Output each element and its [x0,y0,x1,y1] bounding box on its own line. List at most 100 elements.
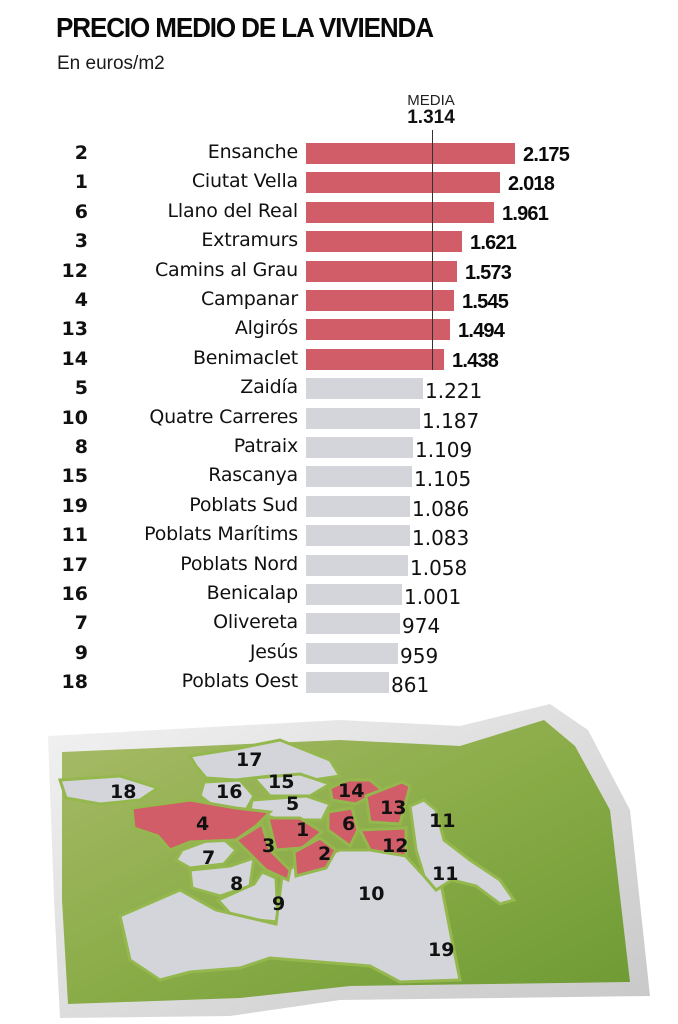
bar-row: 1 Ciutat Vella 2.018 [0,170,678,199]
price-bar [306,290,454,311]
district-2 [292,836,338,878]
price-value: 1.105 [414,467,472,492]
price-value: 1.083 [412,526,470,551]
district-number: 1 [74,171,88,194]
district-1 [266,816,325,852]
price-bar [306,260,457,282]
chart-title: PRECIO MEDIO DE LA VIVIENDA [56,12,434,43]
district-name: Benimaclet [192,346,298,369]
price-bar [306,319,450,341]
price-bar [306,437,413,458]
district-name: Poblats Nord [180,552,298,575]
map-label-11-north: 11 [429,810,455,832]
price-value: 1.001 [404,585,462,609]
district-name: Llano del Real [167,199,299,222]
district-number: 15 [61,465,88,488]
map-label-2: 2 [318,843,331,865]
mean-value: 1.314 [407,107,455,128]
map-label-3: 3 [262,835,275,857]
map-label-15: 15 [268,771,294,793]
price-value: 1.621 [470,232,517,255]
map-label-5: 5 [286,793,299,815]
district-name: Jesús [249,640,298,663]
district-name: Poblats Oest [181,670,299,693]
district-number: 4 [74,289,88,311]
bar-row: 3 Extramurs 1.621 [0,229,678,258]
price-bar [306,172,500,194]
district-map: 17 18 16 15 5 14 13 4 1 6 3 2 12 11 7 11… [48,704,650,1018]
district-number: 7 [74,612,88,635]
bar-row: 17 Poblats Nord 1.058 [0,553,678,582]
district-number: 18 [61,671,88,694]
price-value: 1.494 [458,320,505,343]
price-value: 1.438 [452,349,499,372]
map-label-17: 17 [236,749,262,771]
district-name: Benicalap [206,582,299,604]
district-number: 6 [74,200,88,223]
district-number: 14 [61,347,88,370]
price-bar [306,143,515,164]
bar-row: 7 Olivereta 974 [0,611,678,640]
map-label-1: 1 [296,819,309,841]
bar-row: 9 Jesús 959 [0,641,678,670]
map-label-16: 16 [216,781,242,803]
district-name: Poblats Marítims [144,523,298,546]
district-11 [408,798,517,906]
map-label-12: 12 [382,835,408,857]
district-name: Ensanche [207,141,298,163]
price-value: 1.573 [465,261,512,284]
district-name: Extramurs [201,229,298,252]
bar-row: 10 Quatre Carreres 1.187 [0,406,678,435]
district-number: 16 [61,583,88,605]
price-value: 959 [400,643,439,668]
mean-reference-line [432,130,433,370]
district-name: Poblats Sud [189,493,298,516]
map-label-6: 6 [342,813,355,835]
district-18 [57,774,162,806]
district-13 [364,780,412,826]
district-number: 12 [61,259,88,282]
district-number: 11 [61,524,88,547]
price-bar [306,495,410,517]
bar-row: 11 Poblats Marítims 1.083 [0,523,678,552]
price-value: 2.175 [523,144,570,166]
mean-label: MEDIA [407,92,455,109]
district-name: Rascanya [208,464,298,487]
bar-row: 6 Llano del Real 1.961 [0,200,678,229]
district-name: Ciutat Vella [191,170,298,193]
price-value: 1.109 [415,438,473,462]
district-name: Campanar [200,288,298,310]
bar-row: 2 Ensanche 2.175 [0,141,678,170]
price-bar [306,407,420,429]
bar-row: 16 Benicalap 1.001 [0,582,678,611]
price-value: 1.058 [410,555,468,580]
price-bar [306,201,494,223]
map-label-14: 14 [338,780,364,802]
bar-row: 5 Zaidía 1.221 [0,376,678,405]
district-name: Quatre Carreres [149,405,298,428]
price-bar [306,642,398,664]
price-bar [306,554,408,576]
price-value: 1.086 [412,496,470,521]
map-label-7: 7 [202,847,215,869]
bar-row: 19 Poblats Sud 1.086 [0,494,678,523]
price-value: 1.221 [425,379,483,404]
price-bar [306,378,423,400]
bar-row: 12 Camins al Grau 1.573 [0,259,678,288]
price-bar [306,672,389,694]
map-label-4: 4 [196,813,209,835]
district-number: 5 [74,377,88,400]
price-bar [306,466,412,488]
district-number: 10 [61,406,88,429]
bar-row: 18 Poblats Oest 861 [0,670,678,699]
map-label-9: 9 [272,893,285,915]
map-label-10: 10 [358,883,384,905]
district-name: Algirós [234,317,298,340]
district-number: 17 [61,553,88,576]
map-label-18: 18 [110,781,136,803]
price-bar [306,584,402,605]
district-15 [250,772,334,798]
bar-row: 4 Campanar 1.545 [0,288,678,317]
district-3 [233,821,292,883]
price-value: 974 [402,614,441,639]
